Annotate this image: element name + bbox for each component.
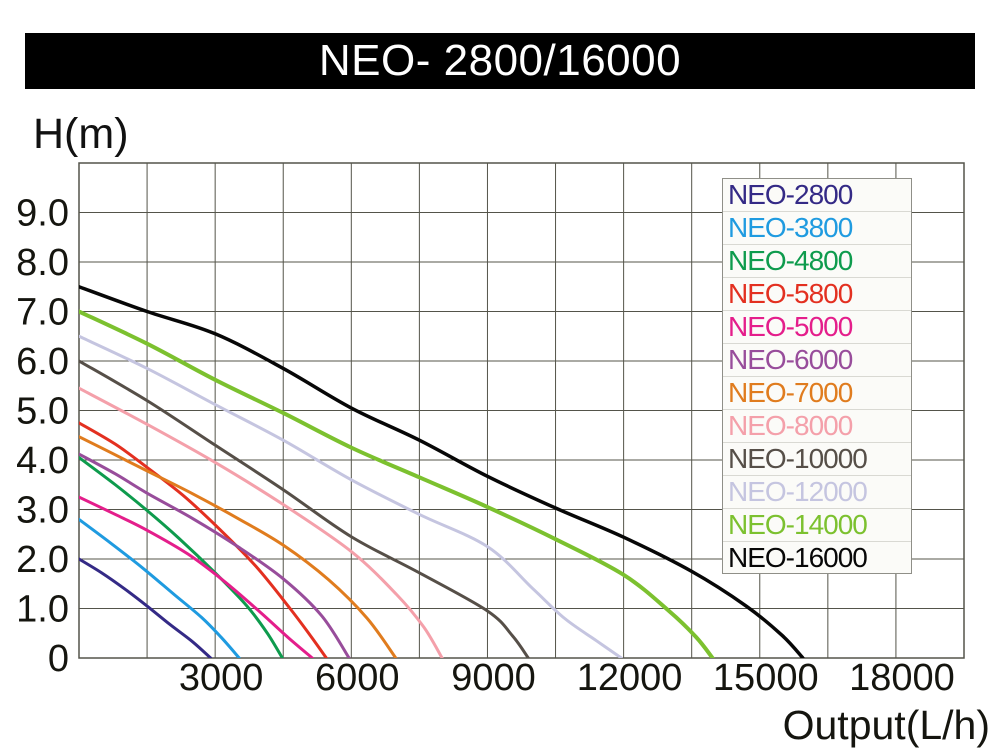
curve-neo-5800	[79, 421, 328, 658]
legend-item: NEO-8000	[723, 409, 911, 442]
curve-neo-4800	[79, 456, 284, 658]
y-tick-label: 4.0	[16, 440, 69, 482]
curve-neo-10000	[79, 359, 530, 658]
x-axis-title: Output(L/h)	[782, 702, 990, 748]
legend-item: NEO-10000	[723, 442, 911, 475]
curve-neo-14000	[79, 309, 715, 658]
x-tick-label: 18000	[849, 657, 955, 699]
x-tick-label: 6000	[315, 657, 400, 699]
y-axis-title: H(m)	[33, 110, 129, 158]
curve-neo-16000	[79, 285, 805, 658]
title-bar: NEO- 2800/16000	[25, 33, 975, 89]
y-tick-label: 9.0	[16, 193, 69, 235]
legend-item: NEO-5000	[723, 310, 911, 343]
y-tick-label: 5.0	[16, 391, 69, 433]
curve-neo-6000	[79, 452, 351, 658]
x-tick-label: 15000	[713, 657, 819, 699]
legend-item: NEO-5800	[723, 277, 911, 310]
x-tick-label: 9000	[451, 657, 536, 699]
curve-neo-5000	[79, 495, 314, 658]
page-title: NEO- 2800/16000	[318, 36, 682, 85]
x-tick-label: 12000	[577, 657, 683, 699]
y-tick-label: 1.0	[16, 589, 69, 631]
y-tick-label: 7.0	[16, 292, 69, 334]
legend-item: NEO-7000	[723, 376, 911, 409]
legend-item: NEO-2800	[728, 179, 853, 210]
legend-item: NEO-6000	[723, 343, 911, 376]
legend-item: NEO-12000	[723, 475, 911, 508]
curve-neo-8000	[79, 386, 444, 658]
curve-neo-3800	[79, 517, 241, 658]
y-tick-label: 0	[48, 638, 69, 680]
curve-neo-7000	[79, 435, 398, 658]
y-tick-label: 2.0	[16, 539, 69, 581]
curve-neo-12000	[79, 334, 623, 658]
legend-item: NEO-3800	[723, 211, 911, 244]
x-tick-label: 3000	[179, 657, 264, 699]
legend-item: NEO-14000	[723, 508, 911, 541]
y-tick-label: 3.0	[16, 490, 69, 532]
y-tick-label: 8.0	[16, 242, 69, 284]
legend-item: NEO-16000	[723, 541, 911, 574]
y-tick-label: 6.0	[16, 341, 69, 383]
legend: NEO-2800 NEO-3800 NEO-4800 NEO-5800 NEO-5000…	[722, 178, 912, 574]
legend-item: NEO-4800	[723, 244, 911, 277]
curve-neo-2800	[79, 557, 213, 658]
